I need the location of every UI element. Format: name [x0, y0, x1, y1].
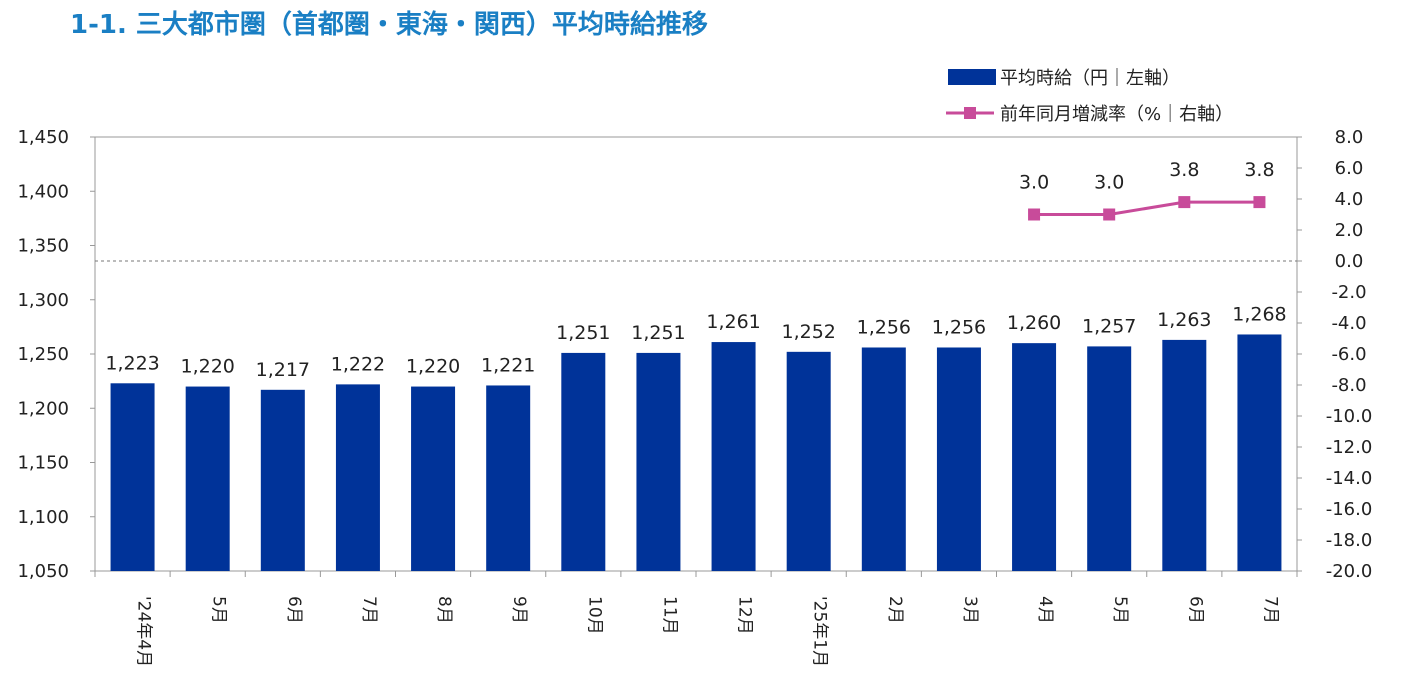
- bar-data-label: 1,256: [857, 316, 911, 338]
- legend-bar-swatch: [948, 69, 996, 85]
- right-axis-tick-label: -20.0: [1326, 561, 1373, 582]
- legend: 平均時給（円｜左軸） 前年同月増減率（%｜右軸）: [946, 68, 1233, 125]
- bar: [335, 384, 380, 571]
- bar-data-label: 1,223: [105, 352, 159, 374]
- bar-data-label: 1,257: [1082, 315, 1136, 337]
- bar: [711, 342, 756, 571]
- legend-bar-label: 平均時給（円｜左軸）: [1000, 68, 1180, 89]
- bar: [786, 351, 831, 571]
- right-axis-tick-label: -6.0: [1331, 344, 1366, 365]
- x-axis-label: 5月: [1110, 596, 1130, 624]
- right-axis-tick-label: -14.0: [1326, 468, 1373, 489]
- x-axis-label: 9月: [509, 596, 529, 624]
- x-axis-label: 12月: [735, 596, 755, 635]
- line-point: [1103, 208, 1116, 221]
- line-point: [1028, 208, 1041, 221]
- right-axis-tick-label: 2.0: [1335, 220, 1364, 241]
- bar-data-label: 1,261: [706, 311, 760, 333]
- right-axis-tick-label: -8.0: [1331, 375, 1366, 396]
- line-series: [1034, 200, 1260, 216]
- line-point: [1253, 196, 1266, 209]
- bar: [861, 347, 906, 571]
- x-axis-label: 5月: [209, 596, 229, 624]
- bar-data-label: 1,220: [180, 356, 234, 378]
- chart-title: 1-1. 三大都市圏（首都圏・東海・関西）平均時給推移: [70, 10, 708, 40]
- line-data-label: 3.0: [1094, 172, 1124, 194]
- right-axis-tick-label: -16.0: [1326, 499, 1373, 520]
- right-axis-tick-label: 8.0: [1335, 127, 1364, 148]
- left-axis-tick-label: 1,250: [17, 344, 69, 365]
- left-axis-tick-label: 1,150: [17, 453, 69, 474]
- bar: [1162, 339, 1207, 571]
- x-axis-label: 7月: [1260, 596, 1280, 624]
- x-axis-label: 8月: [434, 596, 454, 624]
- bar-data-label: 1,221: [481, 354, 535, 376]
- bar: [260, 389, 305, 571]
- bar: [1012, 343, 1057, 571]
- bar: [561, 352, 606, 571]
- left-axis-tick-label: 1,050: [17, 561, 69, 582]
- bar-data-label: 1,268: [1232, 303, 1286, 325]
- bar-data-label: 1,263: [1157, 309, 1211, 331]
- right-axis-tick-label: -18.0: [1326, 530, 1373, 551]
- right-axis-tick-label: -4.0: [1331, 313, 1366, 334]
- legend-line-label: 前年同月増減率（%｜右軸）: [1000, 104, 1233, 125]
- bar-data-label: 1,217: [256, 359, 310, 381]
- x-axis-label: 4月: [1035, 596, 1055, 624]
- x-axis-label: 6月: [284, 596, 304, 624]
- legend-line-marker: [964, 107, 976, 119]
- left-axis-tick-label: 1,300: [17, 290, 69, 311]
- right-axis-tick-label: 4.0: [1335, 189, 1364, 210]
- x-axis-label: 6月: [1185, 596, 1205, 624]
- right-axis-tick-label: 0.0: [1335, 251, 1364, 272]
- bar: [1087, 346, 1132, 571]
- left-axis-tick-label: 1,350: [17, 236, 69, 257]
- bar-data-label: 1,260: [1007, 312, 1061, 334]
- x-axis-label: 10月: [584, 596, 604, 635]
- bar-data-label: 1,256: [932, 316, 986, 338]
- x-axis-label: 2月: [885, 596, 905, 624]
- bar: [486, 385, 531, 571]
- x-axis-label: 7月: [359, 596, 379, 624]
- line-point: [1178, 196, 1191, 209]
- left-axis-tick-label: 1,200: [17, 398, 69, 419]
- bar: [411, 386, 456, 571]
- bar-data-label: 1,252: [781, 321, 835, 343]
- x-axis-label: '25年1月: [810, 596, 830, 667]
- left-axis-tick-label: 1,450: [17, 127, 69, 148]
- bar: [1237, 334, 1282, 571]
- plot-area: 1,050 1,100 1,150 1,200 1,250 1,300 1,350 1,400…: [17, 127, 1372, 667]
- bar: [936, 347, 981, 571]
- x-axis-label: 11月: [659, 596, 679, 635]
- bar: [185, 386, 230, 571]
- bar-data-label: 1,220: [406, 356, 460, 378]
- x-axis-label: '24年4月: [134, 596, 154, 667]
- line-data-label: 3.8: [1169, 159, 1199, 181]
- bar: [636, 352, 681, 571]
- right-axis-tick-label: -2.0: [1331, 282, 1366, 303]
- right-axis-tick-label: 6.0: [1335, 158, 1364, 179]
- bar-data-label: 1,251: [556, 322, 610, 344]
- left-axis-tick-label: 1,400: [17, 181, 69, 202]
- line-data-label: 3.8: [1244, 159, 1274, 181]
- bar-data-label: 1,222: [331, 353, 385, 375]
- line-data-label: 3.0: [1019, 172, 1049, 194]
- bar: [110, 383, 155, 571]
- left-axis-tick-label: 1,100: [17, 507, 69, 528]
- right-axis-tick-label: -12.0: [1326, 437, 1373, 458]
- bar-data-label: 1,251: [631, 322, 685, 344]
- right-axis-tick-label: -10.0: [1326, 406, 1373, 427]
- x-axis-label: 3月: [960, 596, 980, 624]
